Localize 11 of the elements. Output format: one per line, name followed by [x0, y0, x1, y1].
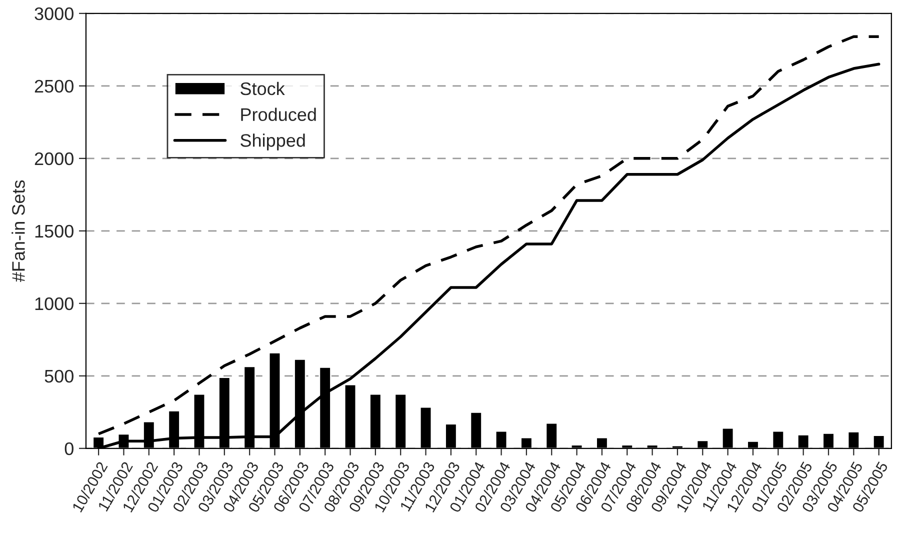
legend-label: Shipped	[240, 134, 305, 150]
legend-label: Produced	[241, 108, 316, 121]
y-tick-label: 3000	[34, 7, 74, 20]
y-tick-label: 2000	[34, 152, 74, 166]
y-tick-label: 2500	[34, 80, 74, 93]
y-tick-label: 0	[64, 442, 74, 456]
y-axis-title: #Fan-in Sets	[12, 180, 25, 282]
legend-label: Stock	[240, 82, 285, 96]
y-tick-label: 1000	[35, 297, 74, 310]
y-tick-label: 500	[44, 370, 74, 383]
y-tick-label: 1500	[35, 224, 74, 238]
